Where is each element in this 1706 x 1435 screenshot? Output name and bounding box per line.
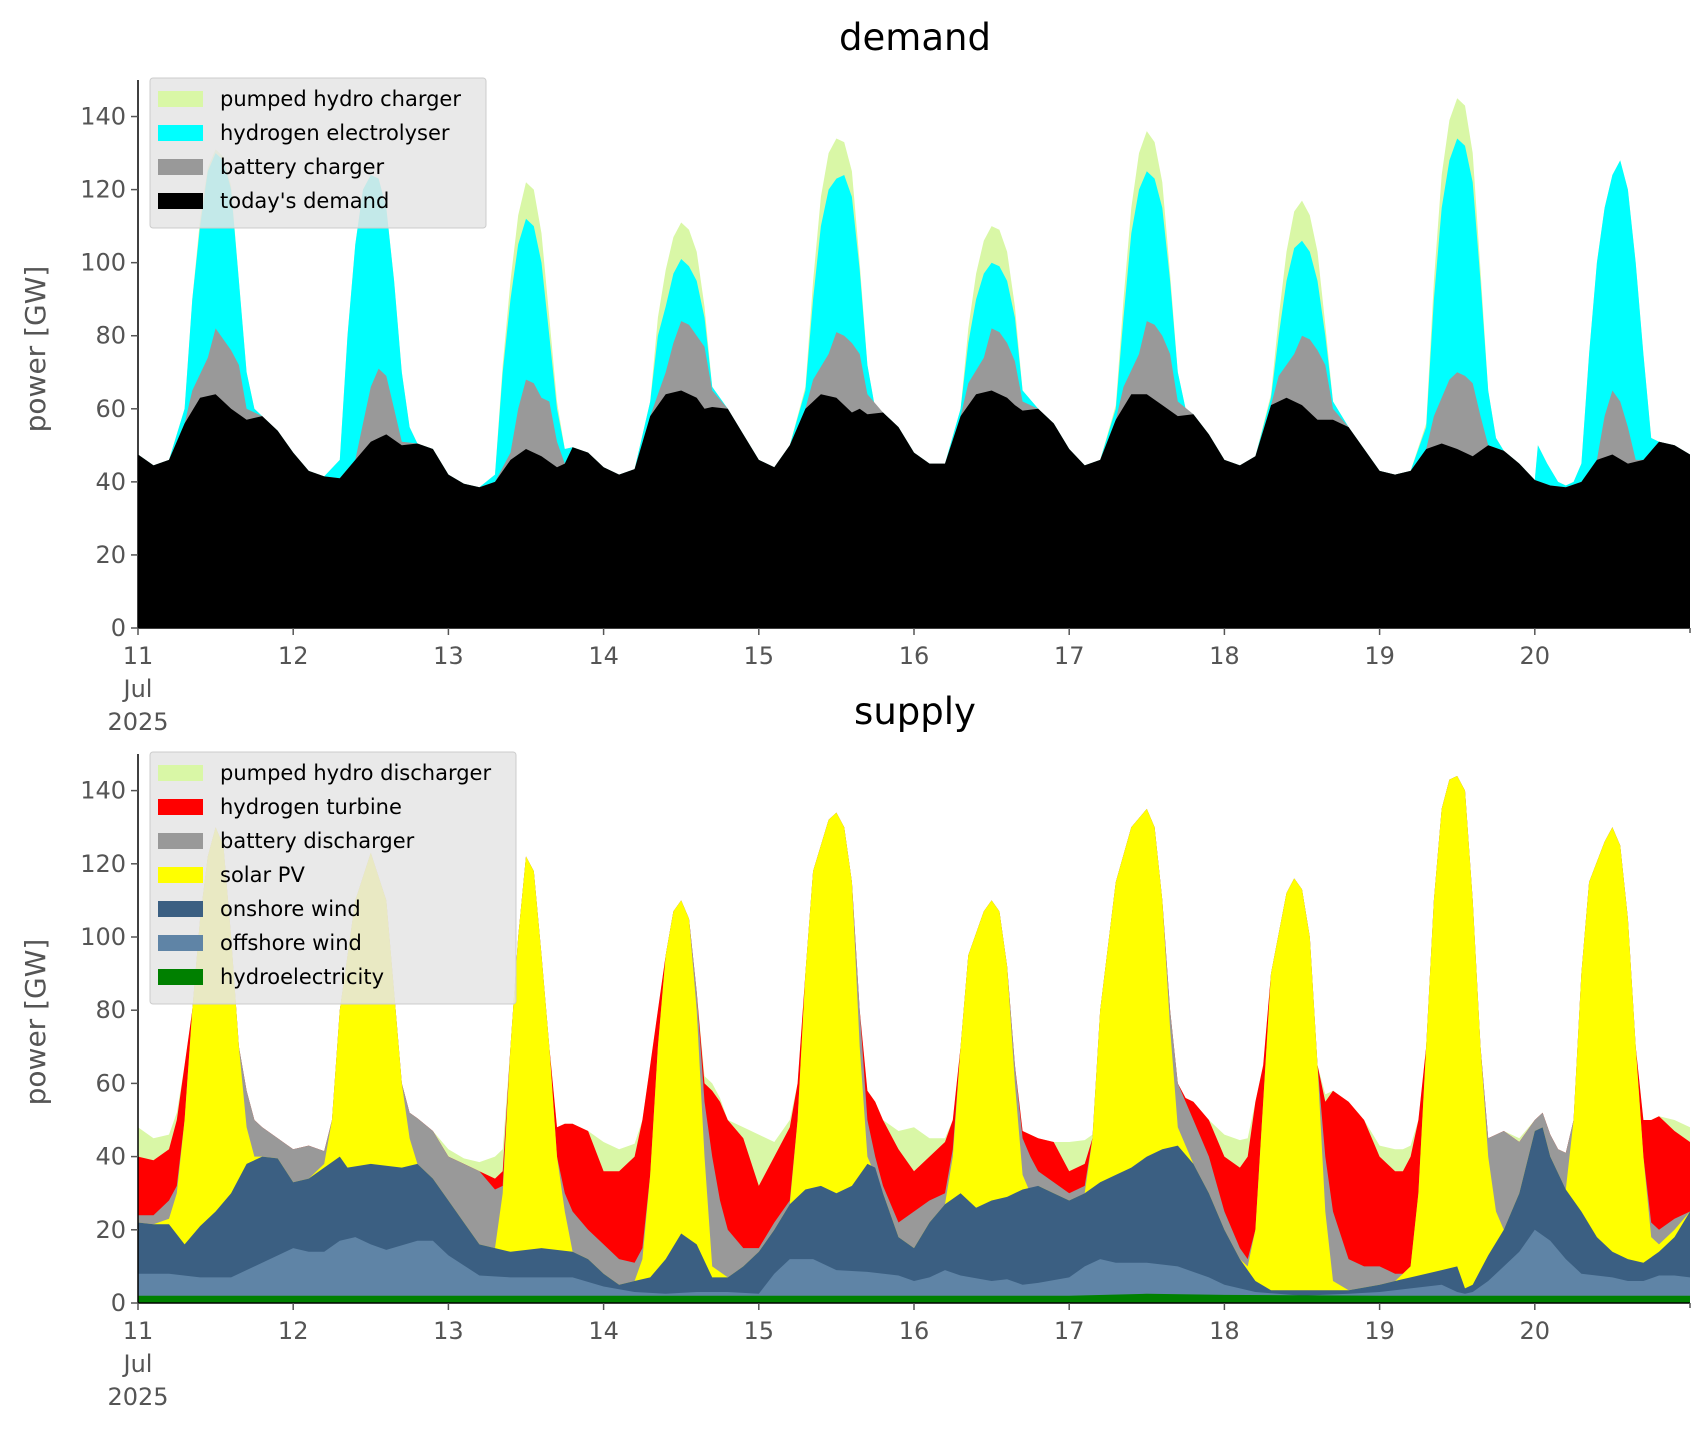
demand-x-tick-label: 15	[744, 642, 775, 670]
supply-legend: pumped hydro discharger hydrogen turbine b…	[149, 751, 517, 1005]
supply-panel: supply power [GW] 0 20 40 60 80 100 120 140 11 Ju…	[19, 690, 1691, 1411]
supply-legend-swatch	[158, 765, 203, 781]
supply-y-tick-label: 120	[80, 850, 126, 878]
supply-legend-label: hydroelectricity	[220, 965, 384, 989]
supply-legend-box	[149, 751, 517, 1005]
demand-x-tick-label: 13	[433, 642, 464, 670]
supply-legend-label: offshore wind	[220, 931, 362, 955]
demand-x-tick-label: 19	[1364, 642, 1395, 670]
demand-x-tick-label: 2025	[107, 708, 168, 736]
supply-x-tick-label: 13	[433, 1317, 464, 1345]
supply-y-axis-label: power [GW]	[19, 939, 52, 1106]
supply-title: supply	[854, 690, 976, 733]
supply-x-tick-label: 14	[588, 1317, 619, 1345]
demand-title: demand	[839, 16, 991, 59]
supply-y-tick-label: 100	[80, 923, 126, 951]
demand-y-tick-label: 20	[95, 541, 126, 569]
demand-y-tick-label: 0	[111, 614, 126, 642]
supply-axes: 0 20 40 60 80 100 120 140 11 Jul 2025 12 13 14 15 16 17 1…	[80, 754, 1691, 1411]
supply-x-tick-label: 15	[744, 1317, 775, 1345]
demand-panel: demand power [GW] 0 20 40 60 80 100 120 140 11 Ju…	[19, 16, 1691, 736]
demand-x-tick-label: 20	[1520, 642, 1551, 670]
demand-y-axis-label: power [GW]	[19, 266, 52, 433]
demand-x-tick-label: Jul	[122, 675, 153, 703]
supply-legend-swatch	[158, 901, 203, 917]
demand-y-tick-label: 100	[80, 249, 126, 277]
supply-area-hydroelectricity	[138, 1293, 1690, 1303]
demand-legend-label: pumped hydro charger	[220, 87, 461, 111]
demand-axes: 0 20 40 60 80 100 120 140 11 Jul 2025 12 13 14 15 16 17 1…	[80, 80, 1691, 736]
demand-legend-label: today's demand	[220, 189, 389, 213]
supply-y-tick-label: 140	[80, 777, 126, 805]
demand-area-today-s-demand	[138, 390, 1690, 628]
supply-y-tick-label: 80	[95, 996, 126, 1024]
supply-legend-swatch	[158, 799, 203, 815]
supply-legend-label: onshore wind	[220, 897, 361, 921]
supply-area-solar-pv	[138, 776, 1690, 1303]
demand-legend-label: hydrogen electrolyser	[220, 121, 450, 145]
supply-x-tick-label: Jul	[122, 1350, 153, 1378]
demand-y-tick-label: 40	[95, 468, 126, 496]
supply-y-tick-label: 60	[95, 1069, 126, 1097]
supply-x-tick-label: 16	[899, 1317, 930, 1345]
supply-legend-swatch	[158, 935, 203, 951]
demand-legend-swatch	[158, 125, 203, 141]
supply-legend-label: solar PV	[220, 863, 305, 887]
supply-legend-swatch	[158, 833, 203, 849]
supply-y-tick-label: 20	[95, 1216, 126, 1244]
supply-x-tick-label: 18	[1209, 1317, 1240, 1345]
demand-x-tick-label: 18	[1209, 642, 1240, 670]
supply-legend-label: hydrogen turbine	[220, 795, 402, 819]
demand-y-tick-label: 80	[95, 322, 126, 350]
supply-areas	[138, 776, 1690, 1303]
demand-x-tick-label: 11	[123, 642, 154, 670]
demand-legend-swatch	[158, 91, 203, 107]
supply-x-tick-label: 11	[123, 1317, 154, 1345]
supply-x-tick-label: 2025	[107, 1383, 168, 1411]
supply-x-tick-label: 19	[1364, 1317, 1395, 1345]
supply-x-tick-label: 20	[1520, 1317, 1551, 1345]
demand-legend-label: battery charger	[220, 155, 385, 179]
demand-legend-box	[149, 77, 487, 229]
demand-legend-swatch	[158, 159, 203, 175]
demand-legend-swatch	[158, 193, 203, 209]
demand-y-tick-label: 60	[95, 395, 126, 423]
demand-y-tick-label: 140	[80, 103, 126, 131]
supply-area-offshore-wind	[138, 1229, 1690, 1303]
supply-x-tick-label: 12	[278, 1317, 309, 1345]
demand-x-tick-label: 14	[588, 642, 619, 670]
demand-legend: pumped hydro charger hydrogen electrolyse…	[149, 77, 487, 229]
demand-x-tick-label: 16	[899, 642, 930, 670]
supply-area-onshore-wind	[138, 1127, 1690, 1303]
demand-areas	[138, 98, 1690, 629]
supply-y-tick-label: 40	[95, 1143, 126, 1171]
demand-y-tick-label: 120	[80, 176, 126, 204]
supply-legend-label: battery discharger	[220, 829, 415, 853]
supply-legend-swatch	[158, 969, 203, 985]
supply-x-tick-label: 17	[1054, 1317, 1085, 1345]
supply-legend-swatch	[158, 867, 203, 883]
demand-x-tick-label: 12	[278, 642, 309, 670]
supply-y-tick-label: 0	[111, 1289, 126, 1317]
demand-x-tick-label: 17	[1054, 642, 1085, 670]
supply-legend-label: pumped hydro discharger	[220, 761, 491, 785]
